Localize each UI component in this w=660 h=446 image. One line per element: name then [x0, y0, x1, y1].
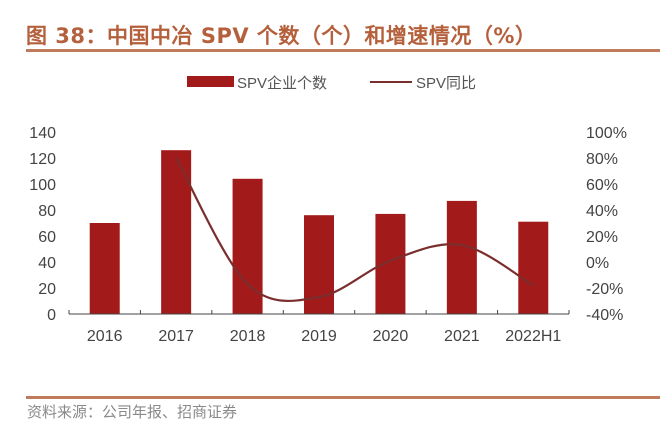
x-axis-label: 2020 [373, 328, 409, 345]
source-note: 资料来源：公司年报、招商证券 [27, 403, 238, 421]
title-rule [26, 49, 660, 52]
combo-chart: SPV企业个数 SPV同比 0 20 40 60 80 100 120 140 -40% -20% 0%… [29, 74, 627, 345]
source-rule [26, 396, 660, 399]
bar-2020 [375, 213, 406, 314]
right-axis-tick-label: 0% [586, 255, 609, 272]
bar-2022H1 [518, 221, 549, 314]
legend-bar-label: SPV企业个数 [237, 74, 327, 92]
right-axis-tick-label: 100% [586, 125, 627, 142]
right-axis-tick-label: 80% [586, 151, 618, 168]
x-axis-label: 2018 [230, 328, 266, 345]
left-axis-tick-label: 60 [38, 229, 56, 246]
bar-2016 [89, 223, 120, 314]
left-axis-tick-label: 0 [47, 307, 56, 324]
left-axis-tick-label: 120 [29, 151, 56, 168]
x-axis-label: 2021 [444, 328, 480, 345]
left-axis-tick-label: 20 [38, 281, 56, 298]
left-axis-tick-label: 100 [29, 177, 56, 194]
right-axis-tick-label: 40% [586, 203, 618, 220]
right-axis-tick-label: 20% [586, 229, 618, 246]
x-axis-label: 2017 [158, 328, 194, 345]
x-axis-label: 2022H1 [505, 328, 561, 345]
right-axis-tick-label: 60% [586, 177, 618, 194]
legend-line-label: SPV同比 [416, 75, 476, 92]
left-axis-tick-label: 40 [38, 255, 56, 272]
left-axis-tick-label: 140 [29, 125, 56, 142]
left-axis-tick-label: 80 [38, 203, 56, 220]
x-axis-label: 2016 [87, 328, 123, 345]
growth-line [175, 157, 534, 302]
right-axis-tick-label: -40% [586, 307, 623, 324]
bar-2017 [161, 150, 192, 314]
bar-2021 [446, 200, 477, 314]
legend-bar-swatch [187, 76, 234, 87]
figure-title: 图 38：中国中冶 SPV 个数（个）和增速情况（%） [26, 24, 537, 48]
right-axis-tick-label: -20% [586, 281, 623, 298]
x-axis-label: 2019 [301, 328, 337, 345]
